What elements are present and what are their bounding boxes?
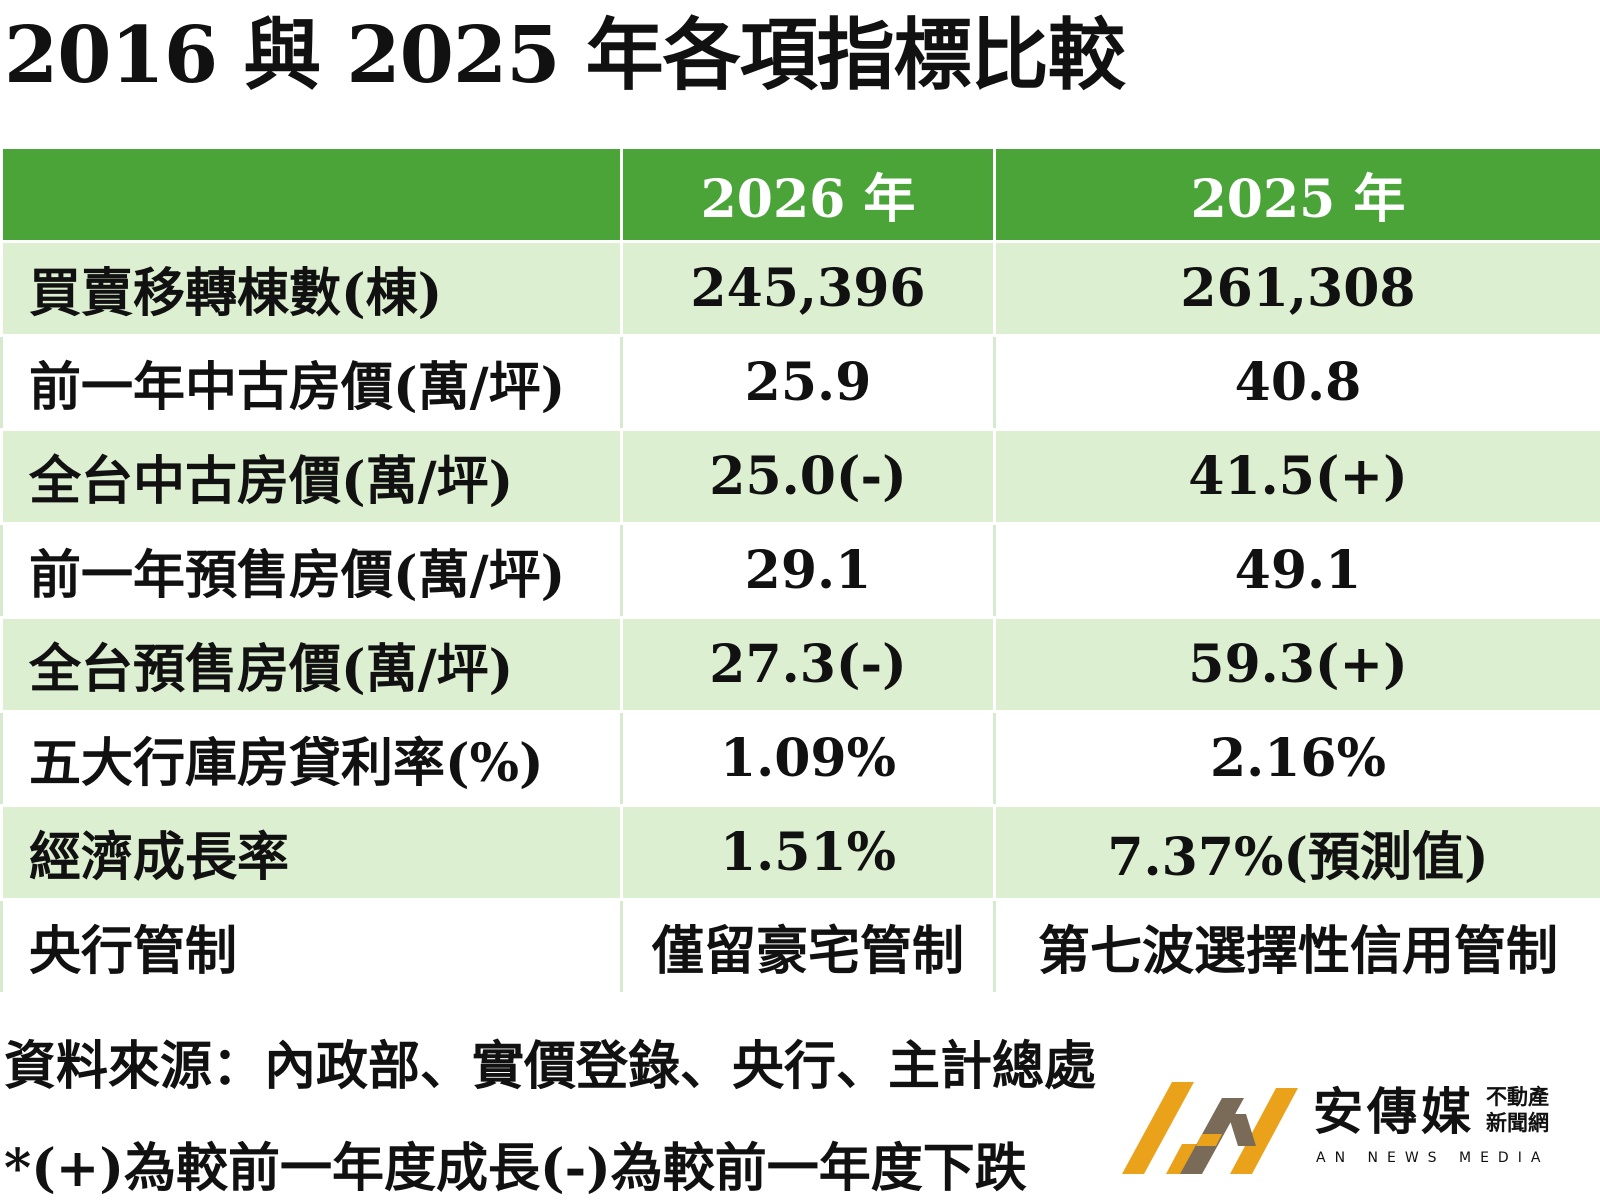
page-title: 2016 與 2025 年各項指標比較: [4, 10, 1126, 101]
row-value-year-2: 41.5(+): [993, 428, 1600, 525]
legend-note: *(+)為較前一年度成長(-)為較前一年度下跌: [4, 1138, 1027, 1199]
row-value-year-1: 25.0(-): [620, 428, 996, 525]
row-value-year-1: 1.09%: [620, 710, 996, 807]
row-value-year-2: 2.16%: [993, 710, 1600, 807]
row-value-year-1: 29.1: [620, 522, 996, 619]
logo-name: 安傳媒: [1313, 1083, 1475, 1141]
header-cell-year-1: 2026 年: [620, 146, 996, 243]
logo-mark-icon: [1122, 1082, 1298, 1174]
table-header-row: 2026 年 2025 年: [0, 146, 1600, 243]
row-label: 經濟成長率: [0, 804, 623, 901]
row-value-year-2: 7.37%(預測值): [993, 804, 1600, 901]
row-value-year-2: 40.8: [993, 334, 1600, 431]
logo-subtitle: 不動產新聞網: [1486, 1085, 1549, 1135]
row-value-year-2: 59.3(+): [993, 616, 1600, 713]
row-value-year-2: 49.1: [993, 522, 1600, 619]
row-label: 五大行庫房貸利率(%): [0, 710, 623, 807]
source-note: 資料來源：內政部、實價登錄、央行、主計總處: [4, 1036, 1097, 1097]
row-label: 前一年預售房價(萬/坪): [0, 522, 623, 619]
table-row: 全台預售房價(萬/坪) 27.3(-) 59.3(+): [0, 616, 1600, 713]
table-row: 經濟成長率 1.51% 7.37%(預測值): [0, 804, 1600, 901]
table-row: 央行管制 僅留豪宅管制 第七波選擇性信用管制: [0, 898, 1600, 995]
table-row: 前一年預售房價(萬/坪) 29.1 49.1: [0, 522, 1600, 619]
table-row: 買賣移轉棟數(棟) 245,396 261,308: [0, 240, 1600, 337]
header-cell-year-2: 2025 年: [993, 146, 1600, 243]
row-value-year-2: 261,308: [993, 240, 1600, 337]
row-value-year-1: 僅留豪宅管制: [620, 898, 996, 995]
table-row: 五大行庫房貸利率(%) 1.09% 2.16%: [0, 710, 1600, 807]
row-value-year-2: 第七波選擇性信用管制: [993, 898, 1600, 995]
comparison-table: 2026 年 2025 年 買賣移轉棟數(棟) 245,396 261,308 …: [0, 146, 1600, 995]
table-row: 前一年中古房價(萬/坪) 25.9 40.8: [0, 334, 1600, 431]
comparison-table-wrapper: 2026 年 2025 年 買賣移轉棟數(棟) 245,396 261,308 …: [0, 146, 1600, 995]
row-value-year-1: 27.3(-): [620, 616, 996, 713]
row-label: 央行管制: [0, 898, 623, 995]
table-row: 全台中古房價(萬/坪) 25.0(-) 41.5(+): [0, 428, 1600, 525]
logo-english-name: AN NEWS MEDIA: [1316, 1150, 1550, 1166]
an-news-media-logo: 安傳媒 不動產新聞網 AN NEWS MEDIA: [1118, 1074, 1588, 1184]
row-value-year-1: 1.51%: [620, 804, 996, 901]
row-label: 買賣移轉棟數(棟): [0, 240, 623, 337]
row-label: 全台中古房價(萬/坪): [0, 428, 623, 525]
row-label: 前一年中古房價(萬/坪): [0, 334, 623, 431]
row-value-year-1: 25.9: [620, 334, 996, 431]
header-cell-label: [0, 146, 623, 243]
row-label: 全台預售房價(萬/坪): [0, 616, 623, 713]
row-value-year-1: 245,396: [620, 240, 996, 337]
